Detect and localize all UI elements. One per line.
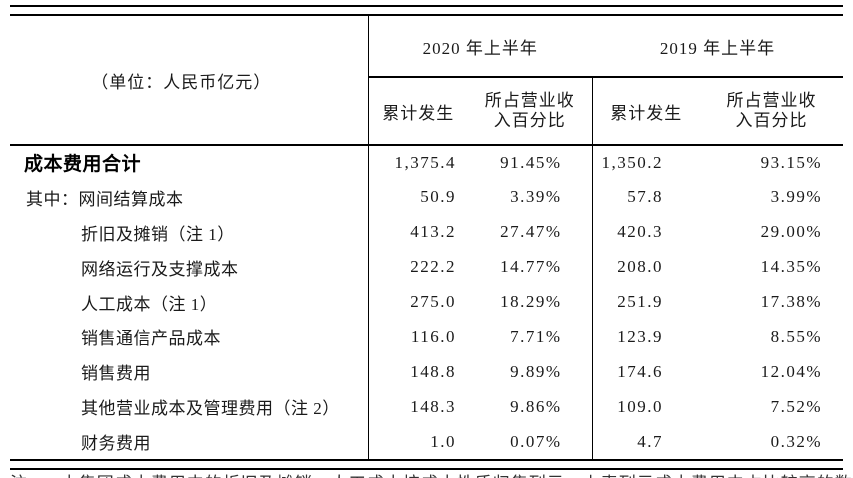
pct-2019: 14.35% [760, 257, 822, 277]
cost-expense-table: （单位：人民币亿元） 2020 年上半年 2019 年上半年 累计发生 所占营业… [10, 5, 843, 471]
pct-2019: 93.15% [760, 152, 822, 172]
row-label: 人工成本（注 1） [10, 284, 369, 320]
year-header-2020: 2020 年上半年 [368, 16, 592, 78]
pct-2019: 0.32% [770, 431, 822, 451]
row-label: 其中：网间结算成本 [10, 179, 369, 215]
row-label: 其他营业成本及管理费用（注 2） [10, 389, 369, 425]
row-label: 网络运行及支撑成本 [10, 249, 369, 285]
amount-2020: 275.0 [410, 292, 456, 311]
table-row: 折旧及摊销（注 1） 413.2 27.47% 420.3 29.00% [10, 214, 843, 250]
pct-2020: 0.07% [468, 424, 593, 460]
pct-2019: 17.38% [760, 292, 822, 311]
pct-2020: 9.89% [468, 354, 593, 390]
amount-2020: 148.3 [410, 396, 456, 416]
unit-label: （单位：人民币亿元） [10, 16, 369, 146]
table-row: 财务费用 1.0 0.07% 4.7 0.32% [10, 424, 843, 460]
pct-2020: 91.45% [468, 145, 593, 180]
amount-2019: 57.8 [627, 187, 663, 207]
col-header-pct-2019: 所占营业收 入百分比 [700, 77, 843, 146]
table-bottom-double-rule [10, 459, 843, 471]
amount-2020: 222.2 [410, 257, 456, 277]
header-sub-row: 累计发生 所占营业收 入百分比 累计发生 所占营业收 入百分比 [10, 77, 843, 146]
amount-2020: 413.2 [410, 222, 456, 242]
pct-2020: 3.39% [468, 179, 593, 215]
amount-2019: 208.0 [617, 257, 663, 277]
pct-2020: 18.29% [468, 284, 593, 320]
table-row: 其中：网间结算成本 50.9 3.39% 57.8 3.99% [10, 179, 843, 215]
footnote-clipped: 注 1：本集团成本费用中的折旧及摊销、人工成本按成本性质归集列示，上表列示成本费… [10, 469, 853, 478]
pct-header-line1: 所占营业收 [484, 91, 575, 110]
amount-2020: 1,375.4 [394, 152, 456, 172]
amount-2019: 123.9 [617, 326, 663, 346]
row-label: 折旧及摊销（注 1） [10, 214, 369, 250]
cost-expense-data-table: （单位：人民币亿元） 2020 年上半年 2019 年上半年 累计发生 所占营业… [10, 16, 843, 460]
table-row: 销售通信产品成本 116.0 7.71% 123.9 8.55% [10, 319, 843, 355]
amount-2020: 50.9 [420, 187, 456, 207]
amount-2020: 148.8 [410, 361, 456, 381]
amount-2019: 420.3 [617, 222, 663, 242]
pct-2020: 9.86% [468, 389, 593, 425]
pct-header-line1: 所占营业收 [726, 91, 817, 110]
amount-2019: 251.9 [617, 292, 663, 311]
col-header-cumulative-2020: 累计发生 [368, 77, 468, 146]
table-row: 其他营业成本及管理费用（注 2） 148.3 9.86% 109.0 7.52% [10, 389, 843, 425]
header-year-row: （单位：人民币亿元） 2020 年上半年 2019 年上半年 [10, 16, 843, 146]
pct-2019: 7.52% [770, 396, 822, 416]
table-row: 网络运行及支撑成本 222.2 14.77% 208.0 14.35% [10, 249, 843, 285]
amount-2019: 109.0 [617, 396, 663, 416]
row-label: 财务费用 [10, 424, 369, 460]
pct-2020: 7.71% [468, 319, 593, 355]
pct-2019: 8.55% [770, 326, 822, 346]
col-header-pct-2020: 所占营业收 入百分比 [468, 77, 593, 146]
pct-2019: 3.99% [770, 187, 822, 207]
pct-2020: 27.47% [468, 214, 593, 250]
row-label: 成本费用合计 [10, 145, 369, 180]
table-row-total: 成本费用合计 1,375.4 91.45% 1,350.2 93.15% [10, 145, 843, 180]
row-label: 销售通信产品成本 [10, 319, 369, 355]
pct-header-line2: 入百分比 [493, 111, 566, 130]
amount-2019: 4.7 [637, 431, 663, 451]
table-row: 人工成本（注 1） 275.0 18.29% 251.9 17.38% [10, 284, 843, 320]
pct-2020: 14.77% [468, 249, 593, 285]
pct-header-line2: 入百分比 [735, 111, 808, 130]
amount-2020: 1.0 [430, 431, 456, 451]
table-top-double-rule [10, 5, 843, 16]
col-header-cumulative-2019: 累计发生 [592, 77, 700, 146]
amount-2019: 1,350.2 [601, 152, 663, 172]
table-row: 销售费用 148.8 9.89% 174.6 12.04% [10, 354, 843, 390]
year-header-2019: 2019 年上半年 [592, 16, 843, 78]
amount-2019: 174.6 [617, 361, 663, 381]
amount-2020: 116.0 [410, 326, 456, 346]
pct-2019: 29.00% [760, 222, 822, 242]
row-label: 销售费用 [10, 354, 369, 390]
pct-2019: 12.04% [760, 361, 822, 381]
